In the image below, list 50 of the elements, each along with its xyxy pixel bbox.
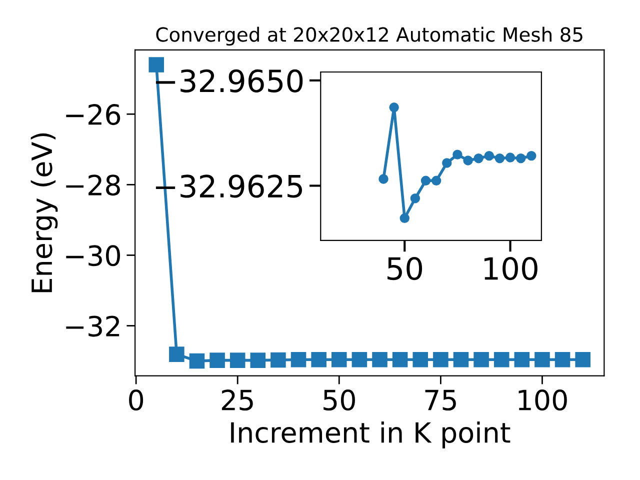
point <box>554 352 570 368</box>
point <box>189 353 205 369</box>
point <box>516 153 526 164</box>
point <box>575 352 590 368</box>
chart-title: Converged at 20x20x12 Automatic Mesh 85 <box>156 26 582 46</box>
x-axis-title: Increment in K point <box>231 421 510 448</box>
point <box>332 352 347 368</box>
point <box>270 352 286 368</box>
y-axis-title: Energy (eV) <box>30 133 58 292</box>
x-tick-label: 0 <box>129 390 144 411</box>
point <box>290 352 306 368</box>
point <box>412 352 428 368</box>
x-tick-label: 100 <box>484 256 538 280</box>
point <box>372 352 388 368</box>
x-tick-label: 50 <box>388 256 422 280</box>
point <box>431 176 442 186</box>
point <box>474 352 489 368</box>
point <box>494 352 510 368</box>
point <box>210 352 225 368</box>
point <box>453 352 469 368</box>
x-tick-label: 50 <box>324 390 355 411</box>
point <box>250 352 266 368</box>
y-tick-label: −26 <box>66 104 120 126</box>
point <box>230 352 246 368</box>
point <box>442 158 452 168</box>
y-tick-label: −32 <box>66 316 120 337</box>
point <box>463 156 473 166</box>
point <box>433 352 448 368</box>
point <box>474 153 484 164</box>
point <box>352 352 368 368</box>
x-tick-label: 100 <box>518 390 567 411</box>
point <box>420 176 431 186</box>
point <box>389 102 399 112</box>
point <box>514 352 530 368</box>
point <box>494 153 505 164</box>
point <box>534 352 550 368</box>
point <box>392 352 408 368</box>
y-tick-label: −28 <box>66 174 120 196</box>
point <box>452 150 462 160</box>
x-tick-label: 75 <box>425 390 456 411</box>
point <box>484 150 494 161</box>
point <box>400 213 410 224</box>
point <box>410 194 420 204</box>
point <box>169 346 184 362</box>
point <box>378 174 388 184</box>
point <box>526 150 536 161</box>
x-tick-label: 25 <box>222 390 253 411</box>
point <box>311 352 326 368</box>
y-tick-label: −30 <box>66 245 120 266</box>
point <box>505 152 516 162</box>
